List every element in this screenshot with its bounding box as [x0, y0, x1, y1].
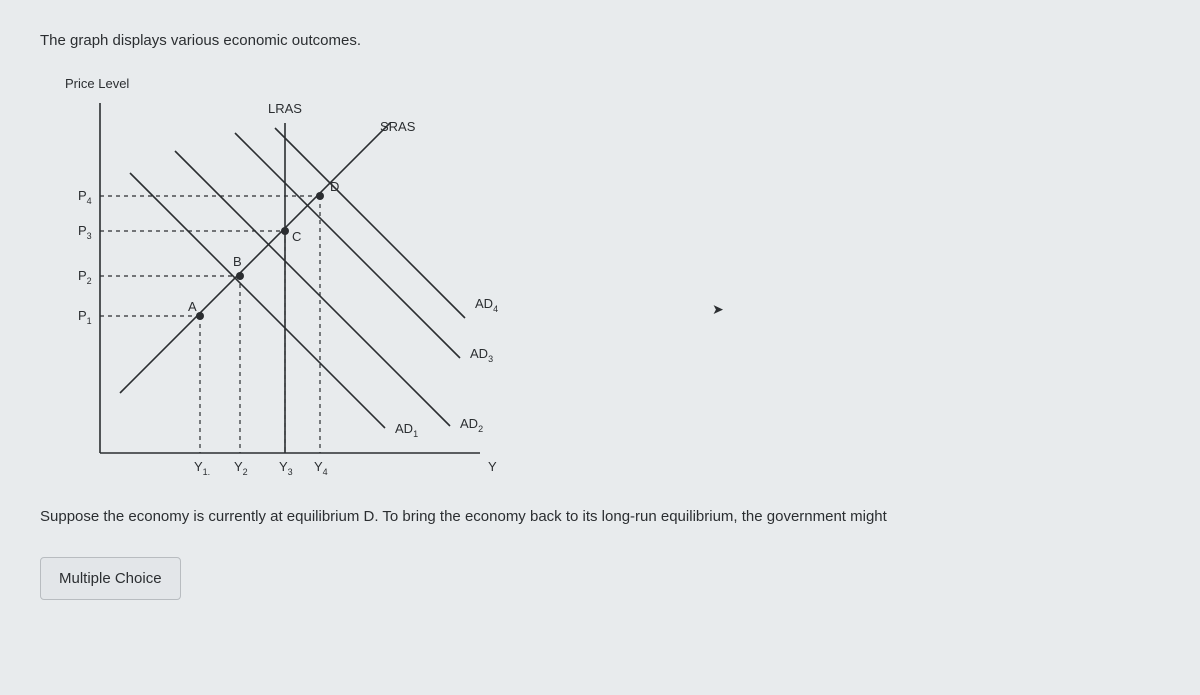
question-text: Suppose the economy is currently at equi…	[40, 506, 1160, 527]
x-axis-label: Y	[488, 459, 497, 474]
sras-label: SRAS	[380, 119, 416, 134]
point-label-D: D	[330, 179, 339, 194]
ad-line-2	[175, 151, 450, 426]
svg-text:AD4: AD4	[475, 296, 498, 314]
svg-text:Y2: Y2	[234, 459, 248, 477]
sras-line	[120, 123, 390, 393]
intro-text: The graph displays various economic outc…	[40, 30, 1160, 51]
lras-label: LRAS	[268, 101, 302, 116]
svg-text:AD1: AD1	[395, 421, 418, 439]
svg-text:Y1.: Y1.	[194, 459, 210, 477]
point-label-C: C	[292, 229, 301, 244]
point-label-B: B	[233, 254, 242, 269]
svg-text:AD2: AD2	[460, 416, 483, 434]
svg-text:Y4: Y4	[314, 459, 328, 477]
point-C	[281, 227, 289, 235]
point-B	[236, 272, 244, 280]
svg-text:P3: P3	[78, 223, 92, 241]
svg-text:P2: P2	[78, 268, 92, 286]
point-A	[196, 312, 204, 320]
chart-svg: Price Level LRAS SRAS AD1 AD2 AD3 AD4 P1 P2 P3 P4 Y…	[40, 63, 540, 483]
ad-line-4	[275, 128, 465, 318]
ad-as-diagram: Price Level LRAS SRAS AD1 AD2 AD3 AD4 P1 P2 P3 P4 Y…	[40, 63, 1160, 488]
cursor-icon: ➤	[712, 301, 724, 318]
point-D	[316, 192, 324, 200]
svg-text:P1: P1	[78, 308, 92, 326]
ad-line-1	[130, 173, 385, 428]
svg-text:AD3: AD3	[470, 346, 493, 364]
svg-text:Y3: Y3	[279, 459, 293, 477]
y-axis-title: Price Level	[65, 76, 129, 91]
svg-text:P4: P4	[78, 188, 92, 206]
point-label-A: A	[188, 299, 197, 314]
multiple-choice-header: Multiple Choice	[40, 557, 181, 600]
